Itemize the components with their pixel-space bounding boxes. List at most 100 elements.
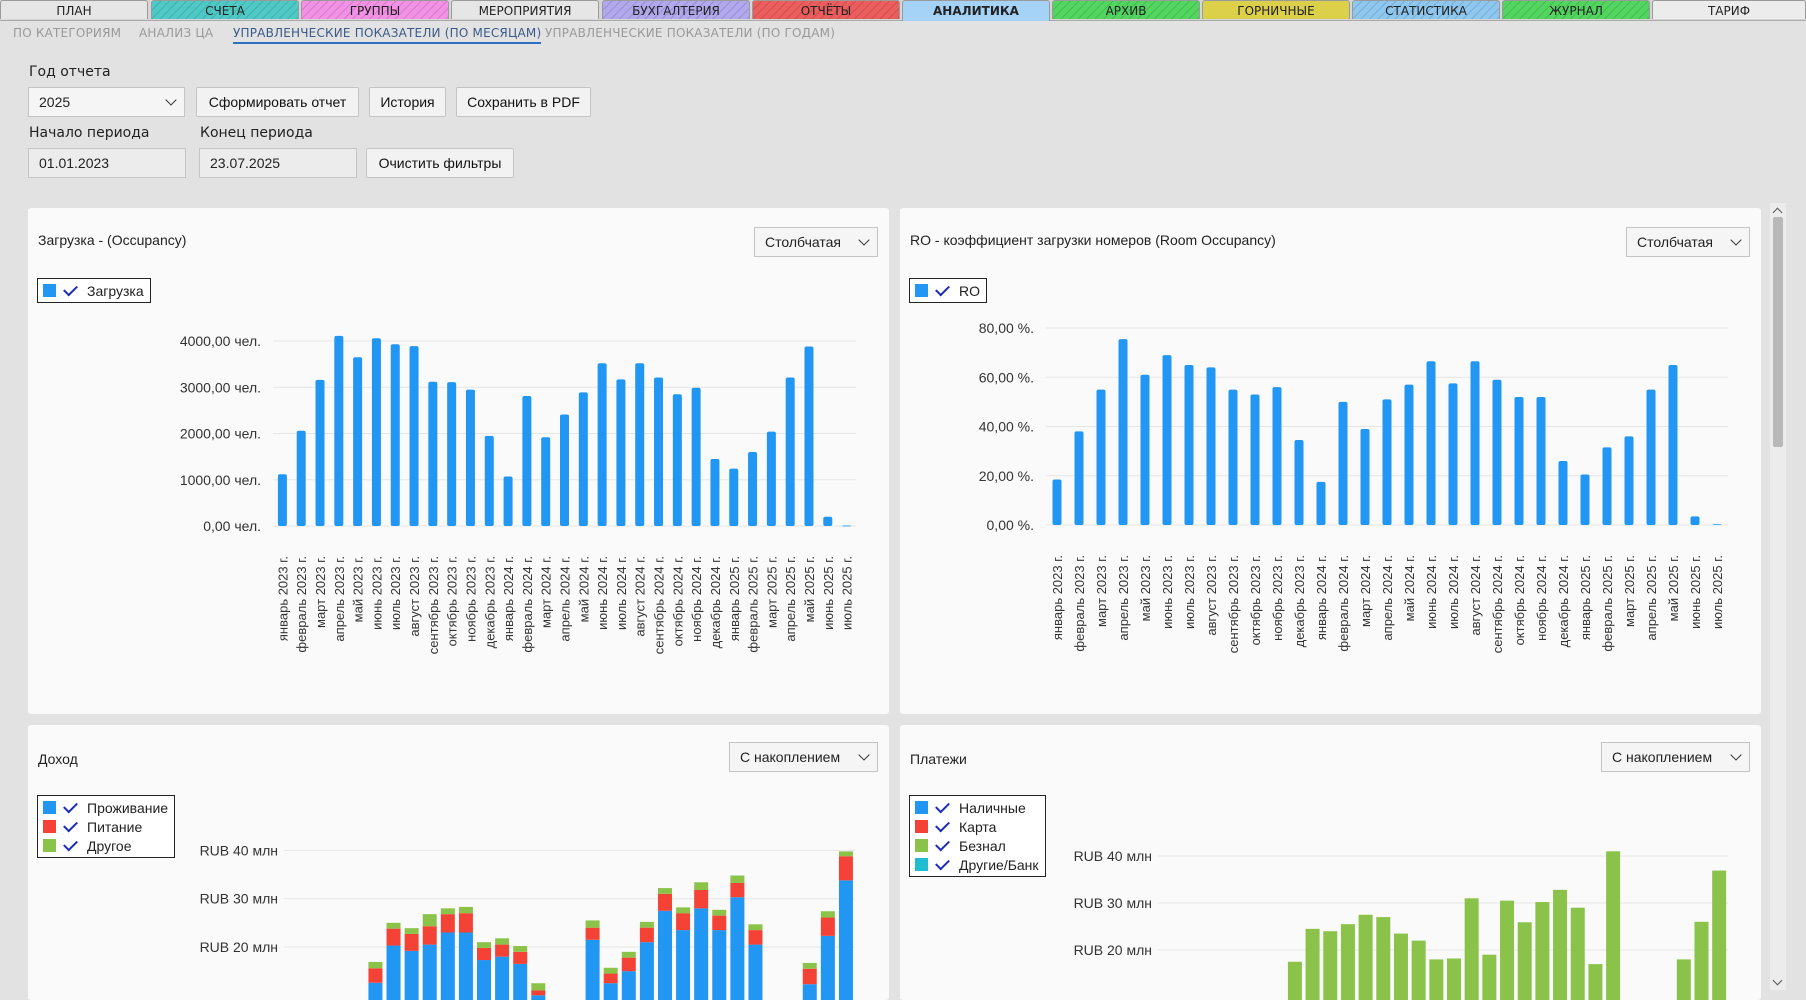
bar[interactable] bbox=[1404, 384, 1414, 525]
bar[interactable] bbox=[1206, 367, 1216, 525]
subtab-1[interactable]: ПО КАТЕГОРИЯМ bbox=[13, 26, 122, 40]
bar-segment[interactable] bbox=[531, 983, 546, 991]
legend-item[interactable]: Безнал bbox=[915, 836, 1039, 855]
bar-segment[interactable] bbox=[676, 907, 691, 914]
bar[interactable] bbox=[1712, 524, 1722, 526]
bar[interactable] bbox=[654, 377, 664, 526]
tab-9[interactable]: ГОРНИЧНЫЕ bbox=[1202, 0, 1350, 19]
bar[interactable] bbox=[277, 474, 287, 526]
bar-segment[interactable] bbox=[657, 888, 672, 894]
ro-mode-select[interactable]: Столбчатая bbox=[1626, 227, 1750, 257]
bar[interactable] bbox=[729, 468, 739, 526]
bar-segment[interactable] bbox=[386, 928, 401, 946]
bar-segment[interactable] bbox=[694, 882, 709, 891]
bar[interactable] bbox=[823, 516, 833, 526]
bar[interactable] bbox=[1052, 479, 1062, 525]
bar-segment[interactable] bbox=[657, 893, 672, 911]
bar[interactable] bbox=[1096, 389, 1106, 525]
bar[interactable] bbox=[672, 394, 682, 526]
bar-segment[interactable] bbox=[621, 951, 636, 958]
bar[interactable] bbox=[804, 346, 814, 526]
bar-segment[interactable] bbox=[820, 935, 835, 1000]
bar-segment[interactable] bbox=[730, 875, 745, 883]
bar-segment[interactable] bbox=[404, 950, 419, 1000]
bar[interactable] bbox=[315, 379, 325, 526]
bar-segment[interactable] bbox=[820, 917, 835, 936]
bar-segment[interactable] bbox=[1429, 959, 1444, 1000]
bar-segment[interactable] bbox=[621, 971, 636, 1000]
bar-segment[interactable] bbox=[639, 927, 654, 943]
bar-segment[interactable] bbox=[585, 939, 600, 1000]
bar[interactable] bbox=[390, 344, 400, 526]
bar-segment[interactable] bbox=[585, 920, 600, 928]
bar-segment[interactable] bbox=[458, 913, 473, 933]
bar[interactable] bbox=[1250, 394, 1260, 525]
bar-segment[interactable] bbox=[440, 914, 455, 933]
bar-segment[interactable] bbox=[838, 851, 853, 857]
bar-segment[interactable] bbox=[802, 984, 817, 1000]
bar-segment[interactable] bbox=[1712, 870, 1727, 1000]
bar[interactable] bbox=[1162, 355, 1172, 525]
scroll-down-icon[interactable] bbox=[1772, 975, 1783, 986]
bar-segment[interactable] bbox=[748, 924, 763, 931]
generate-report-button[interactable]: Сформировать отчет bbox=[196, 87, 359, 117]
bar[interactable] bbox=[1228, 389, 1238, 525]
bar[interactable] bbox=[1470, 361, 1480, 525]
bar[interactable] bbox=[522, 396, 532, 526]
clear-filters-button[interactable]: Очистить фильтры bbox=[366, 148, 514, 178]
income-mode-select[interactable]: С накоплением bbox=[729, 742, 878, 772]
bar[interactable] bbox=[635, 363, 645, 526]
bar-segment[interactable] bbox=[513, 946, 528, 952]
bar-segment[interactable] bbox=[422, 944, 437, 1000]
payments-mode-select[interactable]: С накоплением bbox=[1601, 742, 1750, 772]
bar-segment[interactable] bbox=[1323, 931, 1338, 1000]
tab-8[interactable]: АРХИВ bbox=[1052, 0, 1200, 19]
bar-segment[interactable] bbox=[1482, 954, 1497, 1000]
bar-segment[interactable] bbox=[820, 911, 835, 918]
legend-item[interactable]: Карта bbox=[915, 817, 1039, 836]
tab-3[interactable]: ГРУППЫ bbox=[301, 0, 449, 19]
tab-5[interactable]: БУХГАЛТЕРИЯ bbox=[602, 0, 750, 19]
bar-segment[interactable] bbox=[712, 909, 727, 916]
legend-item[interactable]: Питание bbox=[43, 817, 168, 836]
bar[interactable] bbox=[334, 335, 344, 526]
bar-segment[interactable] bbox=[730, 882, 745, 898]
legend-item[interactable]: Загрузка bbox=[43, 281, 144, 300]
bar[interactable] bbox=[1360, 428, 1370, 525]
bar-segment[interactable] bbox=[1376, 917, 1391, 1000]
bar[interactable] bbox=[1558, 460, 1568, 525]
bar-segment[interactable] bbox=[440, 932, 455, 1000]
bar[interactable] bbox=[1448, 383, 1458, 525]
bar-segment[interactable] bbox=[802, 968, 817, 985]
bar[interactable] bbox=[785, 377, 795, 526]
bar[interactable] bbox=[1690, 516, 1700, 525]
bar-segment[interactable] bbox=[1588, 964, 1603, 1000]
save-pdf-button[interactable]: Сохранить в PDF bbox=[456, 87, 591, 117]
bar-segment[interactable] bbox=[1464, 898, 1479, 1000]
bar[interactable] bbox=[296, 430, 306, 526]
bar[interactable] bbox=[1140, 374, 1150, 525]
history-button[interactable]: История bbox=[369, 87, 446, 117]
year-select[interactable]: 2025 bbox=[28, 87, 185, 117]
tab-1[interactable]: ПЛАН bbox=[0, 0, 148, 19]
bar-segment[interactable] bbox=[748, 944, 763, 1000]
legend-item[interactable]: Наличные bbox=[915, 798, 1039, 817]
bar-segment[interactable] bbox=[838, 856, 853, 881]
bar[interactable] bbox=[447, 382, 457, 526]
subtab-3[interactable]: УПРАВЛЕНЧЕСКИЕ ПОКАЗАТЕЛИ (ПО МЕСЯЦАМ) bbox=[233, 26, 542, 44]
bar-segment[interactable] bbox=[513, 951, 528, 964]
tab-6[interactable]: ОТЧЁТЫ bbox=[752, 0, 900, 19]
bar[interactable] bbox=[465, 389, 475, 526]
occupancy-mode-select[interactable]: Столбчатая bbox=[754, 227, 878, 257]
bar[interactable] bbox=[541, 437, 551, 526]
bar-segment[interactable] bbox=[1287, 961, 1302, 1000]
bar-segment[interactable] bbox=[657, 910, 672, 1000]
bar[interactable] bbox=[1514, 396, 1524, 525]
legend-item[interactable]: Проживание bbox=[43, 798, 168, 817]
bar-segment[interactable] bbox=[368, 982, 383, 1000]
bar-segment[interactable] bbox=[730, 897, 745, 1000]
tab-11[interactable]: ЖУРНАЛ bbox=[1502, 0, 1650, 19]
bar[interactable] bbox=[428, 381, 438, 526]
bar-segment[interactable] bbox=[368, 968, 383, 983]
bar-segment[interactable] bbox=[422, 914, 437, 927]
